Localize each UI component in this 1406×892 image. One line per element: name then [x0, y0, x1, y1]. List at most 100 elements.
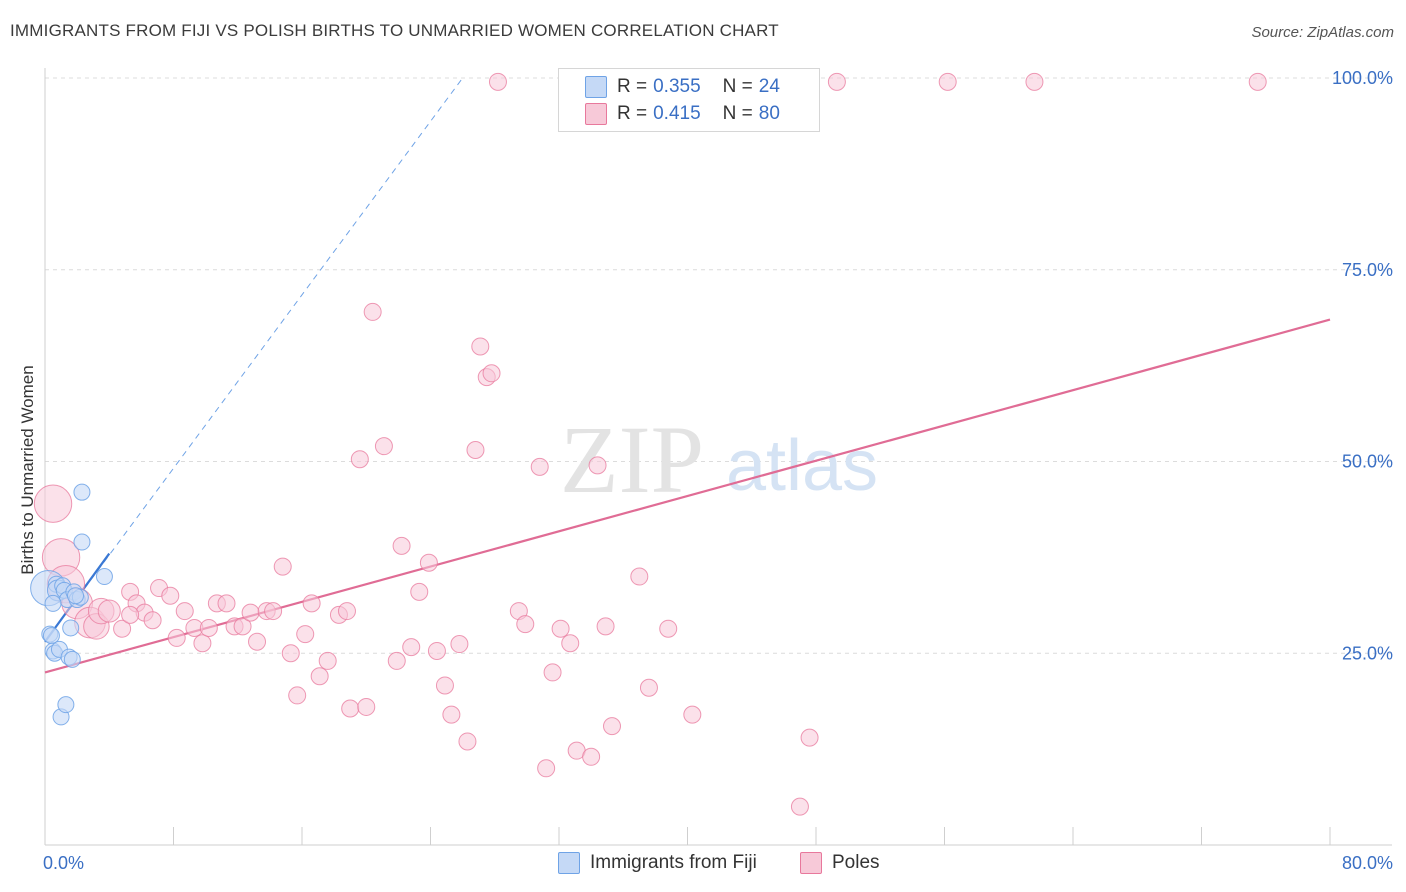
- poles-point: [551, 619, 570, 638]
- fiji-point: [57, 696, 75, 714]
- legend-fiji-n-label: N =: [722, 76, 753, 97]
- poles-point: [161, 586, 180, 605]
- poles-point: [561, 634, 580, 653]
- poles-point: [296, 625, 315, 644]
- poles-point: [318, 651, 337, 670]
- poles-point: [683, 705, 702, 724]
- poles-point: [341, 699, 360, 718]
- fiji-point: [62, 619, 80, 637]
- trend-lines: [44, 77, 1331, 674]
- tick-labels: 25.0% 50.0% 75.0% 100.0% 0.0% 80.0%: [43, 68, 1393, 873]
- poles-point: [419, 553, 438, 572]
- fiji-point: [95, 568, 113, 586]
- fiji-points: [30, 483, 113, 726]
- poles-point: [630, 567, 649, 586]
- poles-point: [790, 797, 809, 816]
- poles-point: [530, 457, 549, 476]
- poles-point: [281, 644, 300, 663]
- y-tick-label: 25.0%: [1342, 643, 1393, 663]
- legend-row-fiji: R = 0.355 N = 24: [585, 75, 780, 99]
- legend-poles-n-label: N =: [722, 103, 753, 124]
- bottom-legend-poles-label: Poles: [832, 852, 880, 873]
- bottom-legend-swatch-poles: [800, 852, 822, 874]
- y-tick-label: 75.0%: [1342, 260, 1393, 280]
- poles-points: [33, 72, 1267, 816]
- source-label: Source: ZipAtlas.com: [1251, 24, 1394, 41]
- poles-point: [639, 678, 658, 697]
- poles-point: [1248, 72, 1267, 91]
- poles-point: [113, 619, 132, 638]
- poles-point: [337, 602, 356, 621]
- poles-point: [233, 617, 252, 636]
- poles-point: [273, 557, 292, 576]
- watermark-atlas: atlas: [726, 426, 878, 506]
- poles-point: [442, 705, 461, 724]
- poles-point: [488, 72, 507, 91]
- legend-fiji-n-value: 24: [758, 76, 780, 97]
- legend-row-poles: R = 0.415 N = 80: [585, 102, 780, 126]
- poles-point: [392, 536, 411, 555]
- poles-point: [537, 759, 556, 778]
- poles-point: [217, 594, 236, 613]
- poles-point: [310, 667, 329, 686]
- poles-point: [402, 638, 421, 657]
- fiji-point: [42, 627, 60, 645]
- poles-point: [582, 747, 601, 766]
- poles-point: [288, 686, 307, 705]
- watermark: ZIP atlas: [560, 406, 878, 513]
- legend: R = 0.355 N = 24 R = 0.415 N = 80: [558, 68, 820, 132]
- poles-point: [543, 663, 562, 682]
- bottom-legend-poles: Poles: [800, 852, 880, 874]
- poles-point: [363, 302, 382, 321]
- poles-point: [938, 72, 957, 91]
- poles-point: [427, 641, 446, 660]
- x-tick-label-max: 80.0%: [1342, 853, 1393, 873]
- poles-point: [471, 337, 490, 356]
- poles-point: [175, 602, 194, 621]
- poles-point: [466, 440, 485, 459]
- poles-point: [659, 619, 678, 638]
- poles-point: [596, 617, 615, 636]
- poles-point: [458, 732, 477, 751]
- poles-point: [516, 615, 535, 634]
- legend-swatch-fiji: [585, 76, 607, 98]
- poles-point: [374, 437, 393, 456]
- poles-point: [264, 602, 283, 621]
- fiji-point: [67, 587, 85, 605]
- poles-point: [588, 456, 607, 475]
- legend-fiji-r-label: R =: [617, 76, 648, 97]
- bottom-legend-fiji-label: Immigrants from Fiji: [590, 852, 757, 873]
- poles-point: [241, 603, 260, 622]
- poles-point: [410, 582, 429, 601]
- poles-point: [199, 618, 218, 637]
- y-tick-label: 100.0%: [1332, 68, 1393, 88]
- poles-point: [248, 632, 267, 651]
- poles-point: [357, 697, 376, 716]
- poles-point: [1025, 72, 1044, 91]
- fiji-point: [73, 533, 91, 551]
- x-tick-label-min: 0.0%: [43, 853, 84, 873]
- legend-poles-r-value: 0.415: [653, 103, 701, 124]
- poles-point: [482, 364, 501, 383]
- poles-point: [97, 599, 121, 623]
- legend-poles-n-value: 80: [758, 103, 780, 124]
- y-tick-label: 50.0%: [1342, 452, 1393, 472]
- poles-point: [302, 594, 321, 613]
- legend-fiji-r-value: 0.355: [653, 76, 701, 97]
- fiji-trend-extension: [44, 77, 464, 643]
- poles-point: [350, 450, 369, 469]
- legend-poles-r-label: R =: [617, 103, 648, 124]
- bottom-legend-fiji: Immigrants from Fiji: [558, 852, 757, 874]
- poles-point: [800, 728, 819, 747]
- watermark-zip: ZIP: [560, 406, 704, 513]
- fiji-point: [73, 483, 91, 501]
- chart-title: IMMIGRANTS FROM FIJI VS POLISH BIRTHS TO…: [10, 21, 779, 40]
- poles-point: [121, 605, 140, 624]
- poles-point: [143, 611, 162, 630]
- poles-point: [387, 651, 406, 670]
- bottom-legend-swatch-fiji: [558, 852, 580, 874]
- legend-swatch-poles: [585, 103, 607, 125]
- poles-point: [167, 628, 186, 647]
- axes: [44, 68, 1392, 846]
